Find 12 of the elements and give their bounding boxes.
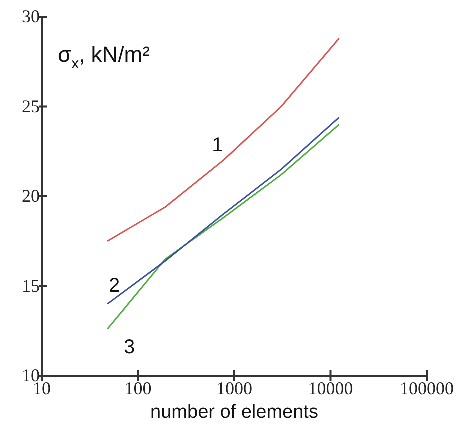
- y-tick-label: 15: [22, 276, 40, 296]
- x-axis-title: number of elements: [150, 402, 318, 423]
- x-tick-label: 100: [124, 378, 152, 399]
- x-tick-label: 1000: [216, 378, 252, 399]
- y-tick-label: 30: [22, 6, 40, 27]
- x-tick-label: 10000: [308, 378, 354, 399]
- y-tick-label: 20: [22, 186, 40, 206]
- series-label: 1: [212, 134, 224, 156]
- y-tick-label: 25: [22, 96, 40, 116]
- x-tick-label: 100000: [400, 378, 454, 399]
- series-label: 2: [109, 275, 120, 298]
- series-label: 3: [124, 336, 136, 358]
